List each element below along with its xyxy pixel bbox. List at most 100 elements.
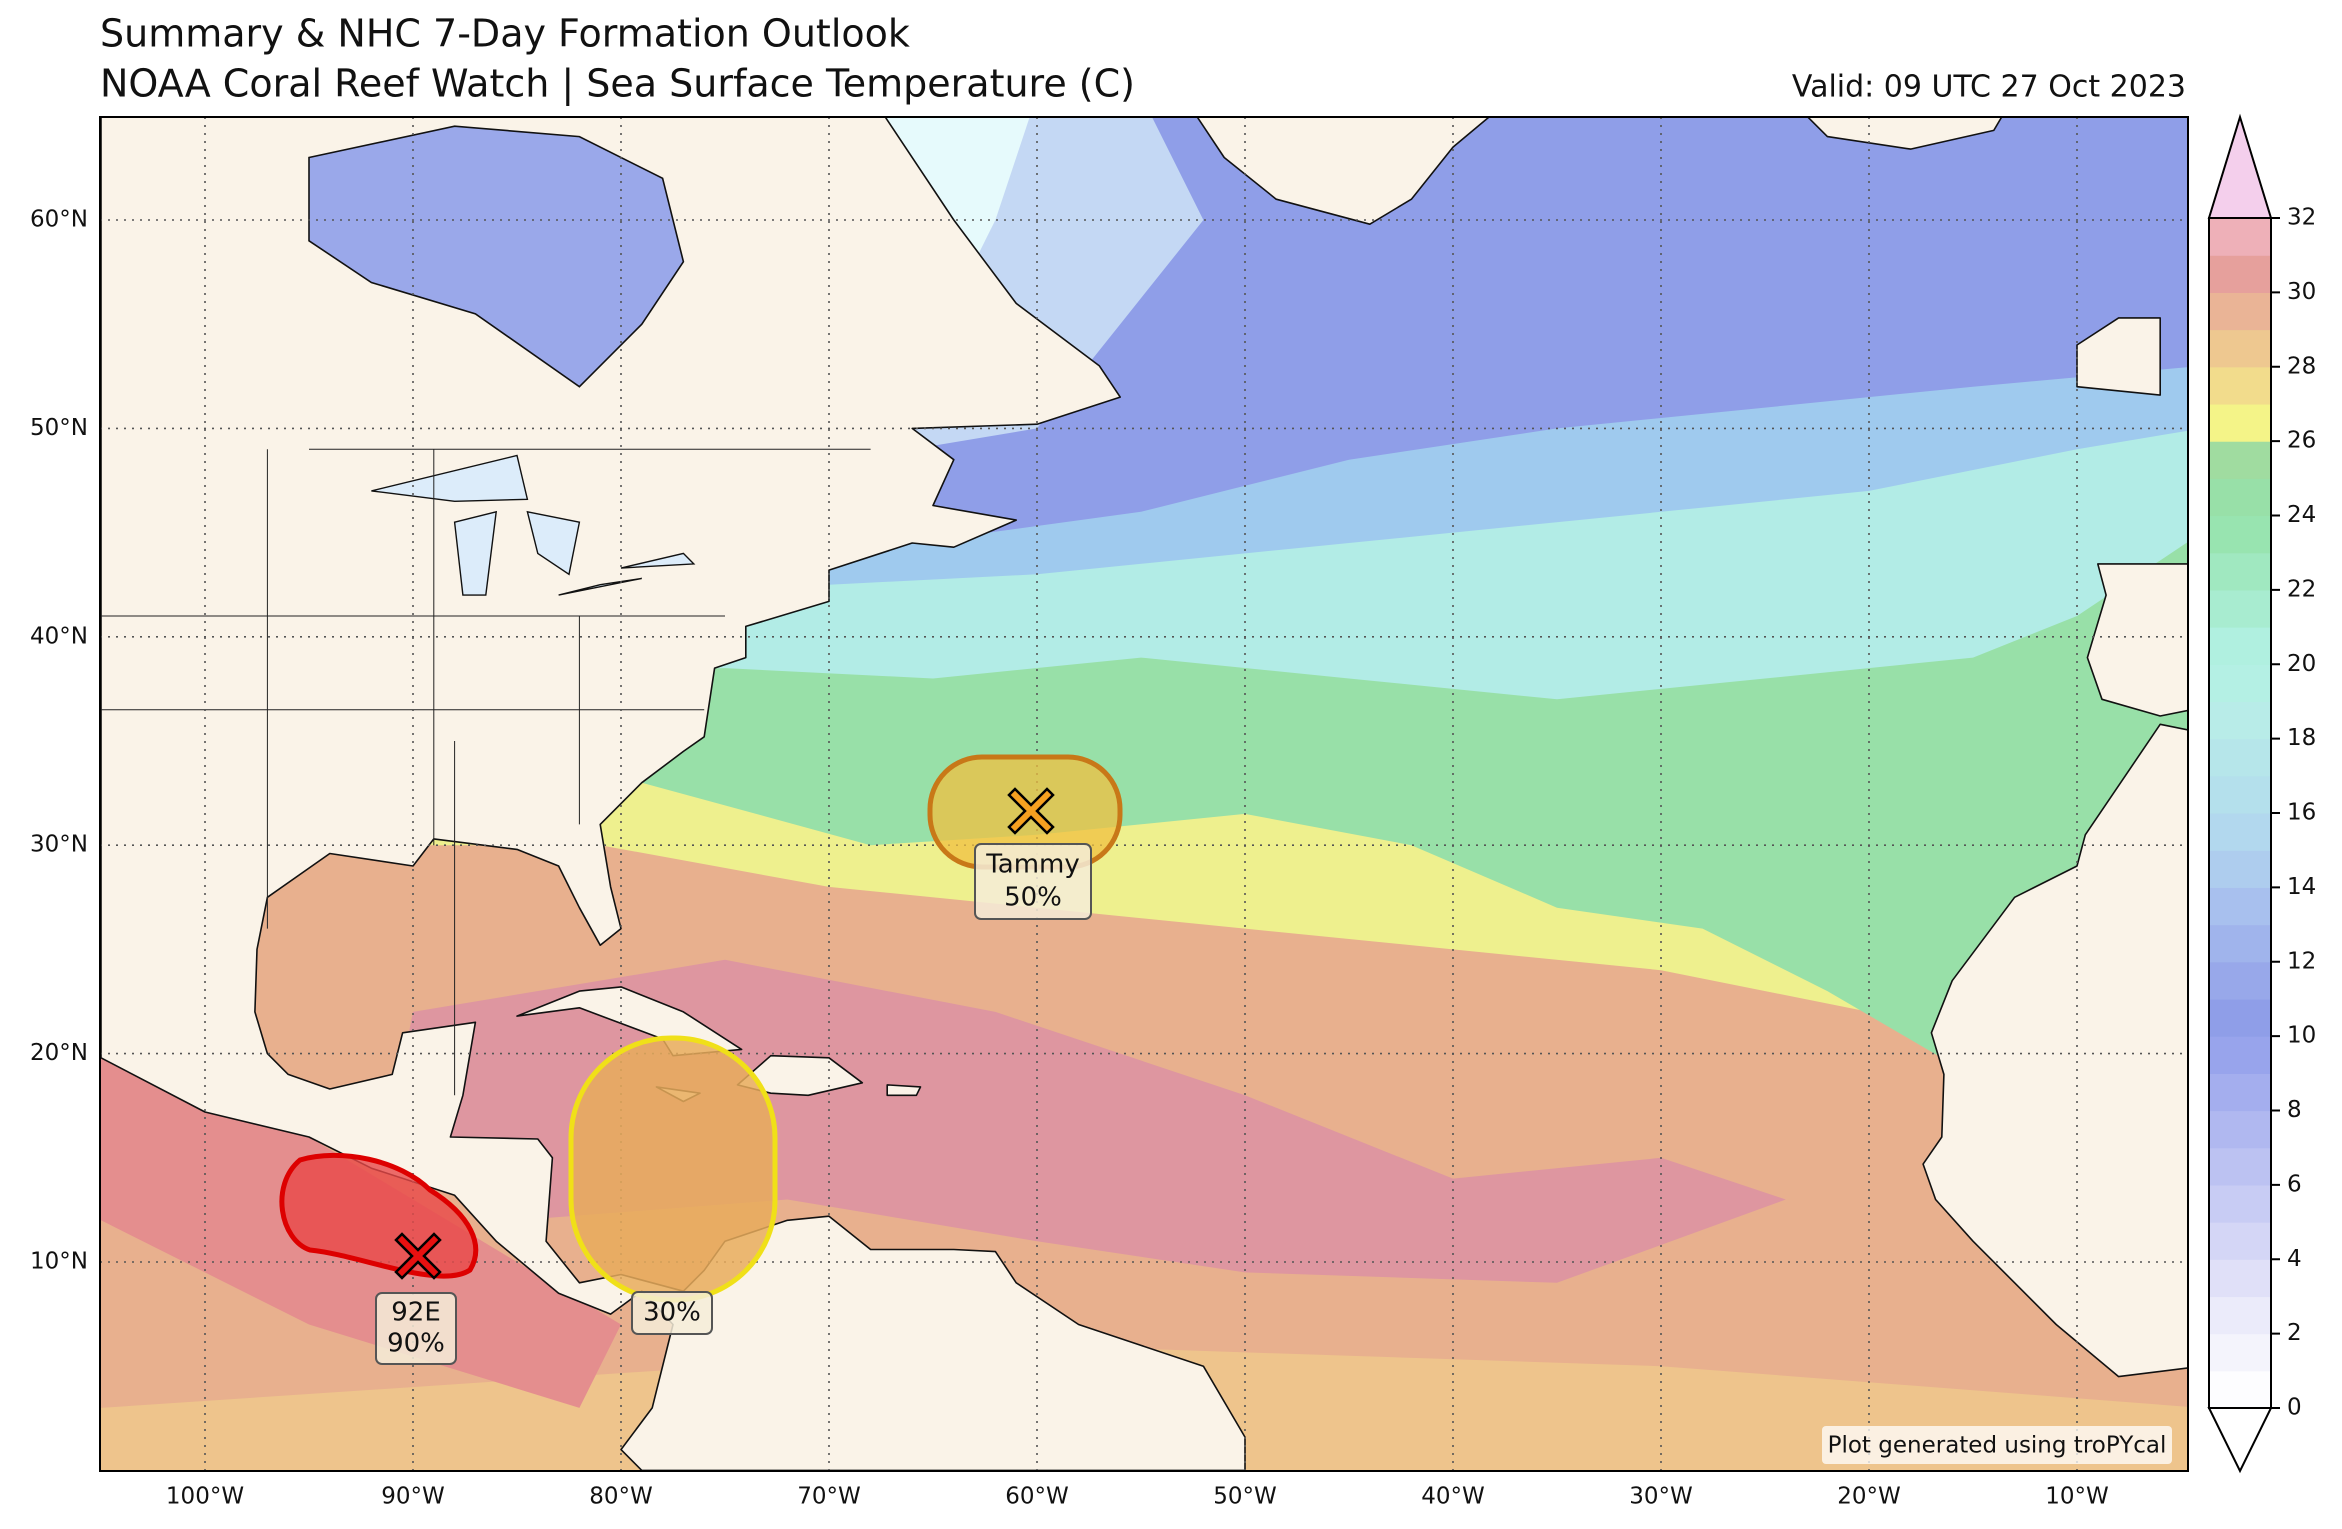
lake: [620, 552, 696, 569]
land: [736, 1054, 864, 1097]
colorbar-bin: [2209, 329, 2271, 368]
area-label-box: [974, 843, 1092, 920]
colorbar-label: 30: [2287, 279, 2316, 305]
lon-label: 80°W: [589, 1484, 653, 1510]
lake: [371, 454, 529, 503]
colorbar-label: 6: [2287, 1171, 2302, 1197]
colorbar-bin: [2209, 1333, 2271, 1372]
colorbar-label: 22: [2287, 576, 2316, 602]
lake: [526, 510, 581, 576]
lat-label: 60°N: [30, 207, 88, 233]
lon-label: 70°W: [797, 1484, 861, 1510]
colorbar-label: 14: [2287, 874, 2316, 900]
colorbar-bin: [2209, 1184, 2271, 1223]
colorbar-bin: [2209, 775, 2271, 814]
colorbar-bin: [2209, 850, 2271, 888]
colorbar-bin: [2209, 1147, 2271, 1186]
colorbar-bin: [2209, 664, 2271, 703]
colorbar-bin: [2209, 366, 2271, 405]
colorbar-bin: [2209, 1073, 2271, 1112]
colorbar-label: 28: [2287, 353, 2316, 379]
colorbar-label: 8: [2287, 1097, 2302, 1123]
lon-label: 30°W: [1629, 1484, 1693, 1510]
colorbar-bin: [2209, 1259, 2271, 1298]
area-label-box: [631, 1291, 713, 1335]
colorbar-bin: [2209, 218, 2271, 256]
area-label-box: [375, 1292, 457, 1365]
colorbar-label: 12: [2287, 948, 2316, 974]
colorbar-label: 26: [2287, 428, 2316, 454]
land: [2086, 563, 2188, 717]
lon-label: 10°W: [2045, 1484, 2109, 1510]
colorbar-bin: [2209, 478, 2271, 517]
area-30: [568, 1035, 778, 1303]
map-frame: [99, 116, 2189, 1472]
colorbar-bin: [2209, 552, 2271, 591]
credit-text: Plot generated using troPYcal: [1828, 1433, 2167, 1459]
colorbar-bin: [2209, 1110, 2271, 1149]
colorbar-label: 18: [2287, 725, 2316, 751]
lon-label: 90°W: [381, 1484, 445, 1510]
colorbar-label: 16: [2287, 800, 2316, 826]
area-name: 92E: [391, 1297, 441, 1327]
colorbar-bin: [2209, 292, 2271, 331]
lon-label: 50°W: [1213, 1484, 1277, 1510]
colorbar-extend-top: [2207, 113, 2273, 219]
colorbar-bin: [2209, 403, 2271, 442]
lake: [453, 510, 498, 596]
lat-label: 50°N: [30, 415, 88, 441]
land: [1196, 117, 1491, 225]
area-name: Tammy: [985, 850, 1080, 880]
area-probability: 90%: [387, 1329, 445, 1359]
land: [1806, 117, 2003, 150]
colorbar-label: 2: [2287, 1320, 2302, 1346]
land: [886, 1084, 922, 1097]
colorbar-bin: [2209, 701, 2271, 740]
colorbar-bin: [2209, 255, 2271, 293]
colorbar-label: 24: [2287, 502, 2316, 528]
lon-label: 60°W: [1005, 1484, 1069, 1510]
colorbar-label: 32: [2287, 205, 2316, 231]
colorbar-bin: [2209, 1222, 2271, 1260]
lat-label: 30°N: [30, 832, 88, 858]
colorbar-bin: [2209, 887, 2271, 926]
area-probability: 30%: [643, 1298, 701, 1328]
colorbar-label: 20: [2287, 651, 2316, 677]
colorbar-bin: [2209, 627, 2271, 665]
colorbar-bin: [2209, 1296, 2271, 1335]
colorbar-bin: [2209, 441, 2271, 479]
colorbar-bin: [2209, 589, 2271, 628]
colorbar-bin: [2209, 961, 2271, 1000]
credit-bg: [1822, 1426, 2172, 1464]
hudson-bay: [308, 125, 685, 388]
area-probability: 50%: [1004, 883, 1062, 913]
colorbar-bin: [2209, 924, 2271, 963]
colorbar-bin: [2209, 1370, 2271, 1409]
title: Summary & NHC 7-Day Formation Outlook: [100, 12, 910, 56]
colorbar-extend-bottom: [2207, 1407, 2273, 1474]
land: [2076, 317, 2161, 396]
colorbar-bin: [2209, 738, 2271, 777]
colorbar-bin: [2209, 998, 2271, 1037]
colorbar-label: 0: [2287, 1395, 2302, 1421]
lat-label: 40°N: [30, 623, 88, 649]
lon-label: 20°W: [1837, 1484, 1901, 1510]
land: [100, 117, 1246, 1471]
colorbar-label: 4: [2287, 1246, 2302, 1272]
lon-label: 40°W: [1421, 1484, 1485, 1510]
lon-label: 100°W: [166, 1484, 244, 1510]
colorbar-label: 10: [2287, 1023, 2316, 1049]
storm-marker: [394, 1232, 442, 1280]
lat-label: 10°N: [30, 1249, 88, 1275]
colorbar-bin: [2209, 813, 2271, 851]
subtitle: NOAA Coral Reef Watch | Sea Surface Temp…: [100, 62, 1135, 107]
valid-time: Valid: 09 UTC 27 Oct 2023: [1792, 70, 2186, 105]
lat-label: 20°N: [30, 1040, 88, 1066]
credit-box: Plot generated using troPYcal: [1822, 1426, 2172, 1464]
colorbar-bin: [2209, 515, 2271, 554]
colorbar-bin: [2209, 1036, 2271, 1074]
storm-marker: [1007, 787, 1055, 835]
